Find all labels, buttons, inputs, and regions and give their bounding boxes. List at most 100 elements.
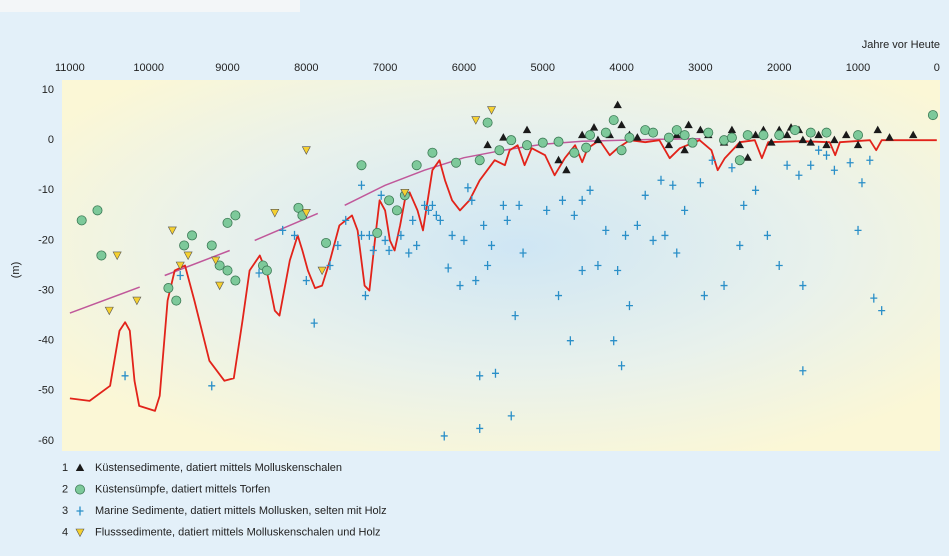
x-tick-label: 1000 <box>846 62 870 74</box>
plus-point <box>357 180 365 190</box>
plus-point <box>543 205 551 215</box>
plus-point <box>858 178 866 188</box>
plus-point <box>468 195 476 205</box>
circle-point <box>230 210 241 221</box>
triangle-point <box>483 140 492 149</box>
plus-point <box>657 175 665 185</box>
plus-point <box>385 245 393 255</box>
circle-point <box>734 155 745 166</box>
tab <box>0 0 300 12</box>
plus-point <box>625 301 633 311</box>
plus-point <box>854 225 862 235</box>
triangle-down-point <box>487 106 497 115</box>
triangle-point <box>499 133 508 141</box>
sea-level-line <box>254 212 319 242</box>
plus-point <box>369 245 377 255</box>
triangle-down-point <box>301 209 311 218</box>
plus-point <box>279 225 287 235</box>
circle-point <box>585 130 596 141</box>
circle-point <box>774 130 785 141</box>
y-axis-title: (m) <box>10 262 22 279</box>
y-tick-label: -60 <box>38 435 54 447</box>
plus-point <box>740 200 748 210</box>
circle-point <box>222 217 233 228</box>
plus-point <box>511 311 519 321</box>
plus-point <box>661 230 669 240</box>
sea-level-line <box>69 139 937 412</box>
plus-point <box>566 336 574 346</box>
triangle-down-point <box>112 251 122 261</box>
plus-point <box>610 336 618 346</box>
triangle-point <box>751 130 760 139</box>
plus-point <box>491 368 499 378</box>
plus-point <box>413 240 421 250</box>
triangle-down-point <box>175 261 185 271</box>
plus-point <box>830 165 838 175</box>
plus-point <box>381 235 389 245</box>
x-axis-title: Jahre vor Heute <box>862 39 940 51</box>
legend-number: 2 <box>62 483 68 495</box>
circle-point <box>805 127 816 138</box>
triangle-point <box>782 130 792 139</box>
circle-point <box>821 127 832 138</box>
triangle-point <box>853 140 863 149</box>
triangle-point <box>554 155 563 164</box>
triangle-down-point <box>211 256 221 266</box>
plus-point <box>578 195 586 205</box>
x-tick-label: 6000 <box>452 62 476 74</box>
plus-point <box>424 205 432 215</box>
triangle-point <box>814 130 823 139</box>
plus-point <box>578 266 586 276</box>
x-tick-label: 5000 <box>531 62 555 74</box>
plus-point <box>432 210 440 220</box>
plus-point <box>728 163 736 173</box>
circle-point <box>679 130 690 141</box>
circle-point <box>581 142 592 153</box>
plus-point <box>720 281 728 291</box>
plus-point <box>696 178 704 188</box>
plus-point <box>440 431 448 441</box>
plus-point <box>708 155 716 165</box>
circle-point <box>92 205 103 216</box>
legend-label: Küstensedimente, datiert mittels Mollusk… <box>95 462 342 474</box>
plus-point <box>775 261 783 270</box>
circle-point <box>179 240 190 251</box>
triangle-point <box>873 125 882 134</box>
triangle-point <box>593 135 603 144</box>
y-tick-label: -30 <box>38 284 54 296</box>
x-tick-label: 0 <box>934 62 940 74</box>
plus-point <box>464 183 472 193</box>
plus-point <box>436 215 444 225</box>
x-tick-label: 9000 <box>215 62 239 74</box>
plus-point <box>476 423 484 433</box>
triangle-point <box>822 140 831 149</box>
plus-point <box>472 276 480 286</box>
circle-point <box>372 227 383 238</box>
plus-point <box>428 200 436 210</box>
plus-point <box>783 160 791 170</box>
plus-point <box>700 291 708 301</box>
plus-point <box>614 266 622 276</box>
circle-point <box>206 240 217 251</box>
circle-point <box>261 265 272 276</box>
sea-level-line <box>164 249 230 277</box>
legend: 1 Küstensedimente, datiert mittels Mollus… <box>62 462 387 539</box>
circle-point <box>222 265 233 276</box>
triangle-down-point <box>471 116 481 125</box>
plus-point <box>641 190 649 200</box>
plus-point <box>409 215 417 225</box>
circle-point <box>384 195 395 206</box>
plus-point <box>484 261 492 270</box>
y-tick-label: 10 <box>42 84 54 96</box>
circle-point <box>569 147 580 158</box>
legend-number: 4 <box>62 526 68 538</box>
y-tick-label: -20 <box>38 234 54 246</box>
plus-point <box>334 240 342 250</box>
x-tick-label: 8000 <box>294 62 318 74</box>
circle-point <box>214 260 225 271</box>
triangle-point <box>767 138 776 146</box>
circle-point <box>494 145 505 156</box>
circle-point <box>482 117 493 128</box>
y-tick-label: 0 <box>48 134 54 146</box>
triangle-point <box>696 125 705 134</box>
